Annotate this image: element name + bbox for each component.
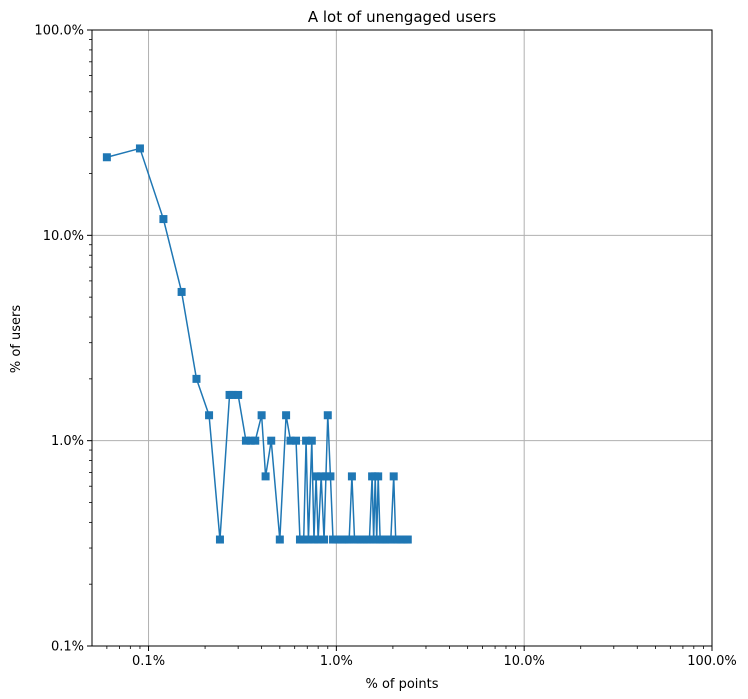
y-tick-label: 100.0% [34, 24, 84, 39]
data-point-marker [261, 472, 270, 481]
data-point-marker [228, 390, 237, 399]
data-point-marker [345, 535, 354, 544]
y-tick-label: 1.0% [51, 434, 84, 449]
data-point-marker [314, 535, 323, 544]
data-point-marker [205, 411, 214, 420]
data-point-marker [307, 436, 316, 445]
data-point-marker [299, 535, 308, 544]
data-point-marker [321, 472, 330, 481]
x-tick-label: 100.0% [687, 654, 737, 669]
data-point-marker [323, 411, 332, 420]
data-point-marker [320, 535, 329, 544]
x-tick-label: 10.0% [504, 654, 545, 669]
data-point-marker [286, 436, 295, 445]
data-point-marker [267, 436, 276, 445]
data-point-marker [347, 472, 356, 481]
data-point-marker [403, 535, 412, 544]
data-point-marker [365, 535, 374, 544]
data-point-marker [309, 535, 318, 544]
axis-ticks: 0.1% 1.0% 10.0% 100.0% 0.1% 1.0% 10.0% 100.0% [34, 24, 736, 670]
series-markers [102, 144, 412, 544]
data-point-marker [292, 436, 301, 445]
data-point-marker [241, 436, 250, 445]
data-point-marker [282, 411, 291, 420]
x-axis-label: % of points [365, 677, 438, 692]
data-point-marker [177, 287, 186, 296]
data-point-marker [389, 472, 398, 481]
data-point-marker [386, 535, 395, 544]
data-point-marker [317, 472, 326, 481]
data-point-marker [246, 436, 255, 445]
data-point-marker [374, 472, 383, 481]
data-point-marker [302, 436, 311, 445]
x-tick-label: 1.0% [320, 654, 353, 669]
chart-title: A lot of unengaged users [308, 8, 496, 26]
data-point-marker [326, 472, 335, 481]
y-axis-label: % of users [9, 305, 24, 374]
data-point-marker [102, 153, 111, 162]
data-point-marker [275, 535, 284, 544]
data-point-marker [192, 374, 201, 383]
x-tick-label: 0.1% [132, 654, 165, 669]
y-tick-label: 10.0% [43, 229, 84, 244]
data-point-marker [215, 535, 224, 544]
y-tick-label: 0.1% [51, 640, 84, 655]
data-point-marker [304, 535, 313, 544]
data-point-marker [257, 411, 266, 420]
data-point-marker [159, 215, 168, 224]
plot-frame [91, 29, 713, 647]
data-point-marker [234, 390, 243, 399]
data-point-marker [135, 144, 144, 153]
data-point-marker [312, 472, 321, 481]
data-point-marker [251, 436, 260, 445]
